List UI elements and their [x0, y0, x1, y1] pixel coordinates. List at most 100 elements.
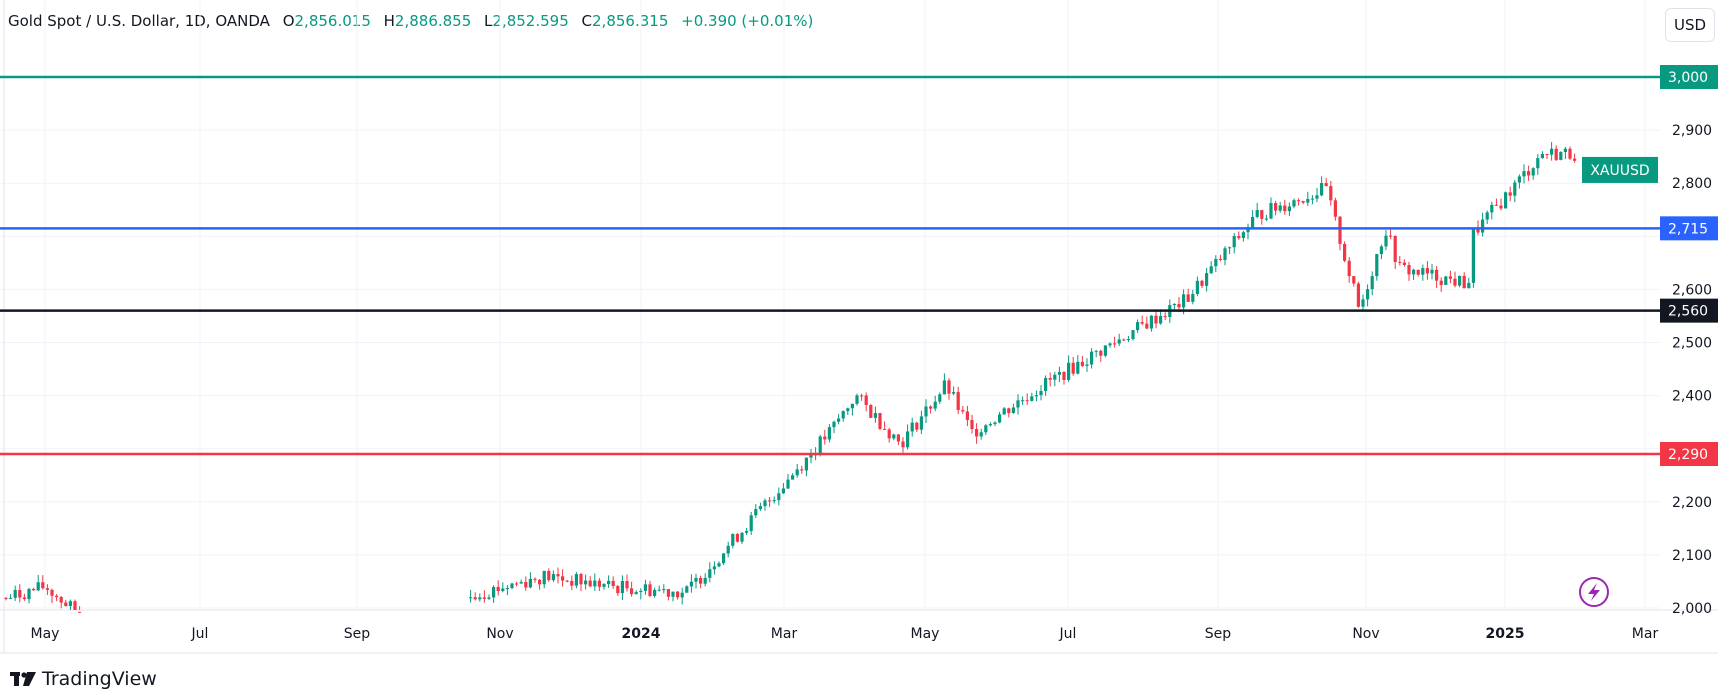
candle: [772, 496, 776, 504]
candle: [1057, 366, 1061, 383]
candle: [1113, 336, 1117, 348]
candle: [625, 574, 629, 592]
candle: [616, 584, 620, 596]
candle: [478, 593, 482, 602]
candle: [1329, 180, 1333, 206]
candle: [1559, 151, 1563, 161]
candle: [4, 597, 8, 601]
candle: [607, 575, 611, 588]
candle: [1485, 210, 1489, 224]
candle: [1200, 279, 1204, 289]
candle: [809, 449, 813, 464]
candle: [1080, 355, 1084, 367]
candle: [1191, 289, 1195, 305]
candle: [827, 424, 831, 443]
candle: [22, 593, 26, 601]
flash-icon[interactable]: [1579, 577, 1609, 607]
currency-button[interactable]: USD: [1665, 8, 1715, 42]
open-label: O: [282, 12, 295, 30]
candle: [1071, 356, 1075, 376]
change-value: +0.390 (+0.01%): [681, 12, 814, 30]
candle: [1011, 403, 1015, 414]
candle: [1260, 209, 1264, 225]
candle: [538, 578, 542, 590]
candle: [1379, 244, 1383, 260]
candle: [1241, 230, 1245, 242]
candle: [823, 429, 827, 445]
candle: [689, 574, 693, 593]
candle: [639, 588, 643, 600]
candle: [1370, 271, 1374, 296]
candle: [1513, 179, 1517, 203]
candle: [1458, 275, 1462, 288]
candle: [1343, 241, 1347, 263]
candle: [961, 405, 965, 414]
time-tick-label: Mar: [771, 626, 798, 642]
candle: [533, 577, 537, 583]
ticker-tag: [1582, 156, 1658, 183]
candle: [59, 595, 63, 609]
candle: [1186, 288, 1190, 303]
candle: [919, 410, 923, 434]
candle: [722, 553, 726, 566]
time-tick-label: Nov: [486, 626, 513, 642]
candle: [657, 585, 661, 592]
candle: [1366, 284, 1370, 307]
candle: [717, 561, 721, 568]
candle: [482, 590, 486, 603]
candle: [519, 579, 523, 584]
high-value: 2,886.855: [394, 12, 472, 30]
candle: [887, 427, 891, 443]
level-price-tag: [1660, 65, 1718, 89]
candle: [1085, 358, 1089, 372]
candle: [547, 568, 551, 582]
candle: [41, 575, 45, 590]
candle: [492, 585, 496, 603]
low-value: 2,852.595: [492, 12, 569, 30]
candle: [64, 599, 68, 607]
candle: [768, 496, 772, 507]
candle: [1412, 268, 1416, 280]
candle: [551, 570, 555, 582]
candle: [1255, 202, 1259, 219]
candle: [800, 465, 804, 474]
candle: [763, 498, 767, 511]
candle: [749, 511, 753, 535]
candle: [855, 393, 859, 406]
candle: [643, 579, 647, 595]
candle: [1522, 164, 1526, 184]
time-tick-label: Jul: [1059, 626, 1077, 642]
candle: [1517, 174, 1521, 189]
candle: [998, 411, 1002, 424]
candle: [1573, 153, 1577, 163]
time-tick-label: May: [911, 626, 940, 642]
candle: [1416, 269, 1420, 277]
candle: [1002, 407, 1006, 415]
candle: [703, 573, 707, 587]
candle: [1264, 215, 1268, 222]
time-tick-label: 2025: [1486, 626, 1525, 642]
candle: [1039, 385, 1043, 401]
candle: [754, 504, 758, 518]
candle: [685, 585, 689, 593]
close-value: 2,856.315: [592, 12, 669, 30]
candle: [975, 423, 979, 444]
candle: [1467, 277, 1471, 289]
candle: [906, 424, 910, 450]
candle: [593, 573, 597, 591]
candle: [1352, 276, 1356, 287]
candle: [1494, 198, 1498, 206]
candle: [1269, 197, 1273, 220]
candle: [1421, 264, 1425, 281]
candle: [864, 392, 868, 412]
candle: [1103, 345, 1107, 358]
time-tick-label: Mar: [1632, 626, 1659, 642]
candle: [1453, 271, 1457, 288]
time-tick-label: Jul: [191, 626, 209, 642]
price-tick-label: 2,200: [1672, 495, 1712, 511]
candle: [528, 572, 532, 589]
close-label: C: [581, 12, 593, 30]
tradingview-logo[interactable]: TradingView: [10, 668, 157, 690]
candle: [1214, 255, 1218, 273]
